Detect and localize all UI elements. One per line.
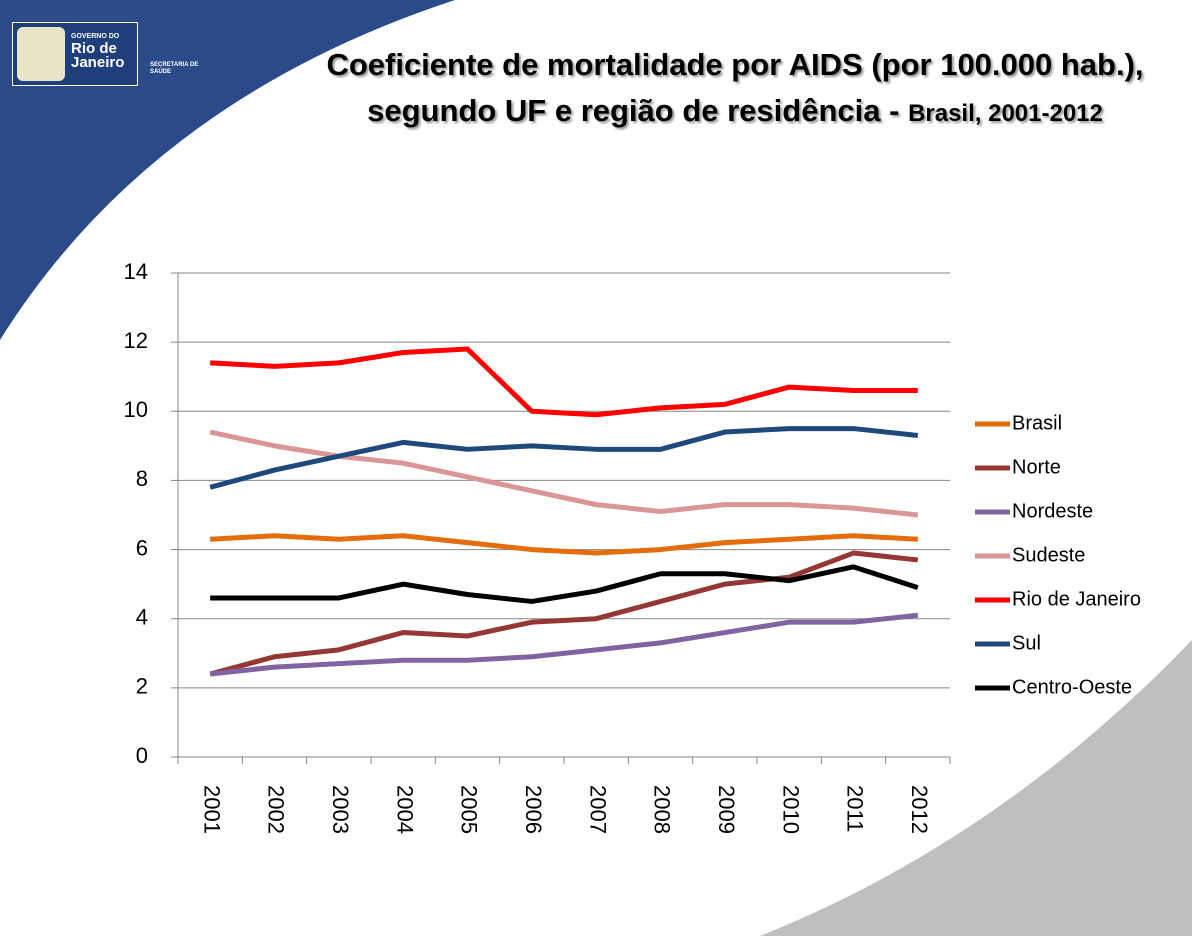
x-tick-label: 2009: [714, 785, 739, 834]
series-line: [209, 612, 919, 677]
legend-label: Nordeste: [1012, 500, 1093, 522]
series-line: [210, 533, 918, 556]
x-tick-label: 2010: [778, 785, 803, 834]
series-line: [210, 346, 918, 418]
legend-label: Brasil: [1012, 412, 1062, 434]
logo-text: Janeiro: [71, 54, 125, 71]
logo-text: SECRETARIA DE: [150, 62, 199, 68]
x-tick-label: 2001: [199, 785, 224, 834]
legend-label: Centro-Oeste: [1012, 676, 1132, 698]
x-tick-label: 2002: [264, 785, 289, 834]
logo-text: SECRETARIA DE SAÚDE: [150, 62, 198, 76]
plot-area: 0 2 4 6 8 10 12 14 2001 2002 2003 2004 2005 2006 2007 2…: [124, 259, 1141, 834]
x-tick-label: 2005: [457, 785, 482, 834]
emblem: [17, 27, 65, 81]
chart-title: Coeficiente de mortalidade por AIDS (por…: [326, 47, 1144, 128]
chart-subtitle: Brasil, 2001-2012: [908, 100, 1103, 127]
y-tick-label: 2: [136, 674, 148, 699]
background-arc: [760, 640, 1192, 936]
y-tick-label: 0: [136, 743, 148, 768]
x-tick-label: 2004: [392, 785, 417, 834]
legend-label: Sul: [1012, 632, 1041, 654]
logo-text: GOVERNO DO: [71, 33, 120, 40]
legend-label: Sudeste: [1012, 544, 1085, 566]
legend-label: Rio de Janeiro: [1012, 588, 1141, 610]
y-tick-label: 14: [124, 259, 148, 284]
x-tick-label: 2008: [650, 785, 675, 834]
logo-text: Rio de Janeiro: [71, 40, 125, 71]
x-tick-label: 2003: [328, 785, 353, 834]
logo: GOVERNO DO Rio de Janeiro: [12, 22, 138, 86]
y-tick-label: 6: [136, 535, 148, 560]
logo-text: SAÚDE: [150, 69, 172, 75]
y-tick-label: 4: [136, 605, 148, 630]
series-line: [209, 426, 919, 490]
y-tick-label: 8: [136, 466, 148, 491]
legend-label: Norte: [1012, 456, 1061, 478]
y-tick-label: 12: [124, 328, 148, 353]
x-tick-label: 2012: [907, 785, 932, 834]
series-line: [209, 550, 919, 677]
series-line: [210, 564, 919, 604]
chart-title: Coeficiente de mortalidade por AIDS (por…: [290, 42, 1180, 137]
y-tick-label: 10: [124, 397, 148, 422]
x-tick-label: 2007: [585, 785, 610, 834]
logo-text: Rio de: [71, 40, 117, 57]
x-tick-label: 2011: [843, 785, 868, 832]
series-line: [209, 429, 919, 518]
x-tick-label: 2006: [521, 785, 546, 834]
